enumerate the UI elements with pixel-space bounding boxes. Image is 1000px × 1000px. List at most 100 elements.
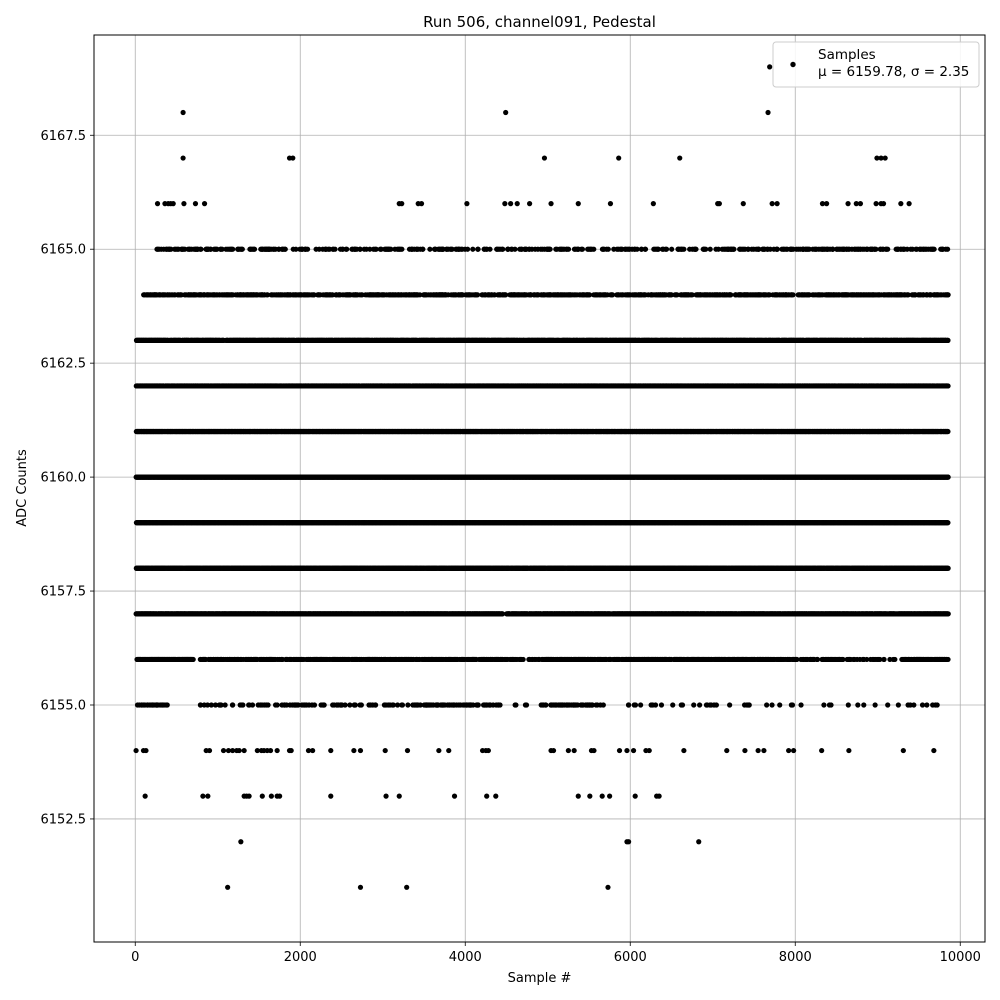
data-point (347, 702, 353, 708)
data-point (475, 702, 481, 708)
data-point (520, 656, 526, 663)
data-point (821, 702, 827, 708)
data-point (638, 702, 644, 708)
data-point (885, 702, 891, 708)
data-point (658, 702, 665, 708)
data-point (755, 747, 761, 754)
data-point (417, 702, 423, 708)
data-point (274, 702, 280, 708)
data-point (212, 702, 219, 708)
data-point (697, 702, 703, 708)
data-point (288, 747, 294, 754)
data-point (484, 793, 490, 799)
data-point (761, 747, 767, 754)
data-point (872, 702, 878, 708)
data-point (681, 747, 687, 754)
data-point (587, 793, 593, 799)
data-point (742, 747, 748, 754)
data-point (357, 747, 364, 754)
data-point (877, 656, 883, 663)
data-point (382, 747, 388, 754)
data-point (265, 702, 271, 708)
data-point (328, 793, 334, 799)
data-point (342, 702, 348, 708)
data-point (230, 702, 236, 708)
data-point (919, 702, 926, 708)
data-point (133, 747, 139, 754)
data-point (249, 702, 256, 708)
data-point (798, 702, 804, 708)
data-point (208, 702, 214, 708)
data-point (713, 702, 719, 708)
data-point (791, 747, 797, 754)
data-point (900, 747, 906, 754)
data-point (777, 702, 783, 708)
data-point (238, 839, 244, 845)
data-point (696, 839, 702, 845)
data-point (358, 702, 364, 708)
data-point (451, 793, 458, 799)
data-point (513, 702, 519, 708)
data-point (591, 747, 597, 754)
data-point (652, 702, 659, 708)
data-point (789, 702, 796, 708)
data-point (656, 793, 662, 799)
data-point (225, 747, 232, 754)
data-point (230, 747, 236, 754)
data-point (607, 793, 613, 799)
data-point (218, 702, 224, 708)
data-point (394, 702, 401, 708)
data-point (523, 702, 530, 708)
data-point (352, 702, 358, 708)
data-point (225, 884, 231, 890)
data-point (626, 702, 632, 708)
data-point (485, 747, 491, 754)
data-point (819, 747, 825, 754)
data-point (351, 747, 357, 754)
data-point (691, 702, 697, 708)
data-point (945, 656, 951, 663)
data-point (846, 747, 852, 754)
data-point (630, 747, 637, 754)
data-point (599, 793, 605, 799)
data-point (571, 747, 577, 754)
data-point (321, 702, 327, 708)
data-point (764, 702, 770, 708)
data-point (305, 747, 312, 754)
data-point (274, 747, 280, 754)
data-point (399, 702, 406, 708)
data-point (786, 747, 792, 754)
data-point (222, 702, 228, 708)
data-point (383, 793, 389, 799)
data-point (436, 747, 442, 754)
data-point (861, 702, 867, 708)
data-point (405, 702, 411, 708)
data-point (828, 702, 834, 708)
data-point (931, 747, 937, 754)
data-point (746, 702, 752, 708)
data-point (396, 793, 402, 799)
data-point (267, 747, 274, 754)
data-point (550, 747, 557, 754)
data-point (934, 702, 940, 708)
data-point (220, 747, 227, 754)
data-point (295, 702, 301, 708)
data-point (493, 793, 499, 799)
data-point (328, 747, 334, 754)
data-point (727, 702, 733, 708)
data-point (626, 839, 632, 845)
data-point (646, 747, 652, 754)
data-point (895, 702, 901, 708)
data-point (311, 702, 318, 708)
data-point (446, 747, 452, 754)
data-point (864, 656, 870, 663)
data-point (190, 656, 196, 663)
data-point (616, 747, 623, 754)
data-point (632, 793, 638, 799)
data-point (204, 702, 211, 708)
data-point (254, 747, 260, 754)
data-point (164, 702, 170, 708)
data-point (246, 793, 252, 799)
data-point (911, 702, 917, 708)
